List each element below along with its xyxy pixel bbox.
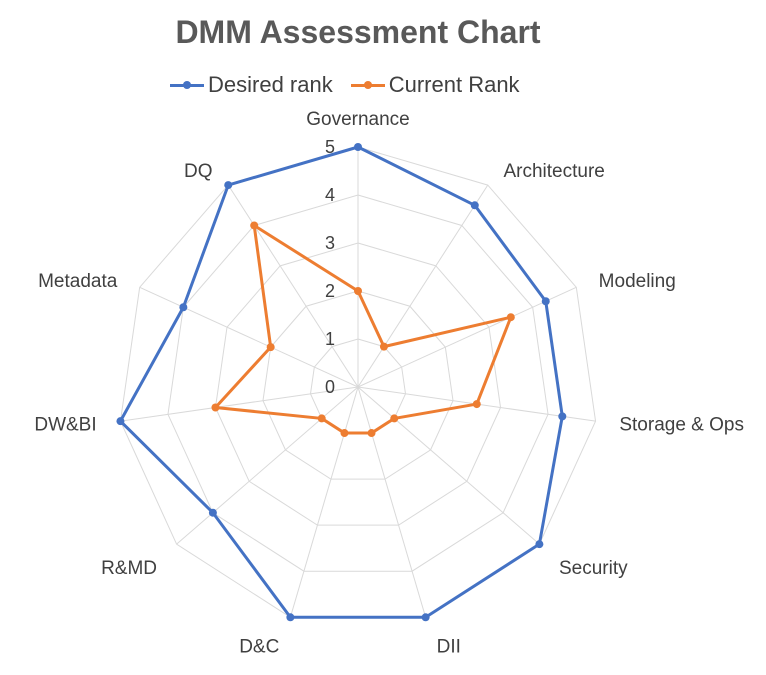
data-point (340, 429, 349, 438)
data-point (266, 343, 275, 352)
category-label: Governance (306, 109, 410, 130)
category-label: Modeling (599, 271, 676, 292)
category-label: DII (437, 637, 461, 658)
data-point (472, 400, 481, 409)
grid-spoke (289, 386, 359, 618)
tick-label: 0 (325, 377, 335, 397)
tick-label: 3 (325, 233, 335, 253)
category-label: Security (559, 558, 628, 579)
data-point (286, 613, 295, 622)
data-point (470, 201, 479, 210)
data-point (224, 181, 233, 190)
chart-title: DMM Assessment Chart (175, 14, 541, 50)
category-label: Storage & Ops (619, 415, 744, 436)
legend-label-desired: Desired rank (208, 72, 333, 97)
category-label: DQ (184, 161, 213, 182)
data-point (421, 613, 430, 622)
category-label: Metadata (38, 271, 118, 292)
data-point (506, 313, 515, 322)
grid-spoke (120, 386, 359, 422)
tick-label: 5 (325, 137, 335, 157)
radar-labels: 0 1 2 3 4 5 Governance Architecture Modeling Stor… (34, 109, 744, 658)
grid-ring-2 (262, 290, 454, 480)
series-line-1 (213, 223, 513, 435)
category-label: Architecture (503, 161, 604, 182)
tick-label: 1 (325, 329, 335, 349)
data-point (208, 508, 217, 517)
data-point (558, 412, 567, 421)
grid-spoke (357, 386, 427, 618)
data-point (541, 297, 550, 306)
radar-series (116, 143, 567, 622)
data-point (211, 403, 220, 412)
tick-label: 2 (325, 281, 335, 301)
category-label: R&MD (101, 558, 157, 579)
grid-spoke (357, 286, 577, 388)
series-line-0 (118, 145, 564, 619)
grid-spoke (227, 184, 359, 388)
category-label: D&C (239, 637, 279, 658)
legend-item-current: Current Rank (350, 72, 520, 98)
data-point (179, 303, 188, 312)
data-point (367, 429, 376, 438)
data-point (379, 342, 388, 351)
data-point (354, 143, 362, 151)
data-point (390, 414, 399, 423)
grid-spoke (176, 386, 359, 545)
data-point (354, 287, 362, 295)
data-point (250, 221, 259, 230)
legend-label-current: Current Rank (388, 72, 520, 97)
grid-ring-3 (214, 242, 502, 526)
grid-ring-4 (167, 194, 549, 572)
data-point (317, 414, 326, 423)
category-label: DW&BI (34, 415, 96, 436)
legend: Desired rank Current Rank (170, 72, 538, 98)
grid-spoke (357, 184, 489, 388)
radar-grid (119, 146, 597, 618)
tick-label: 4 (325, 185, 335, 205)
grid-spoke (357, 386, 540, 545)
data-point (116, 417, 125, 426)
grid-spoke (139, 286, 359, 388)
legend-item-desired: Desired rank (170, 72, 333, 98)
legend-swatch-current (350, 80, 385, 89)
data-point (535, 540, 544, 549)
legend-swatch-desired (170, 80, 204, 89)
